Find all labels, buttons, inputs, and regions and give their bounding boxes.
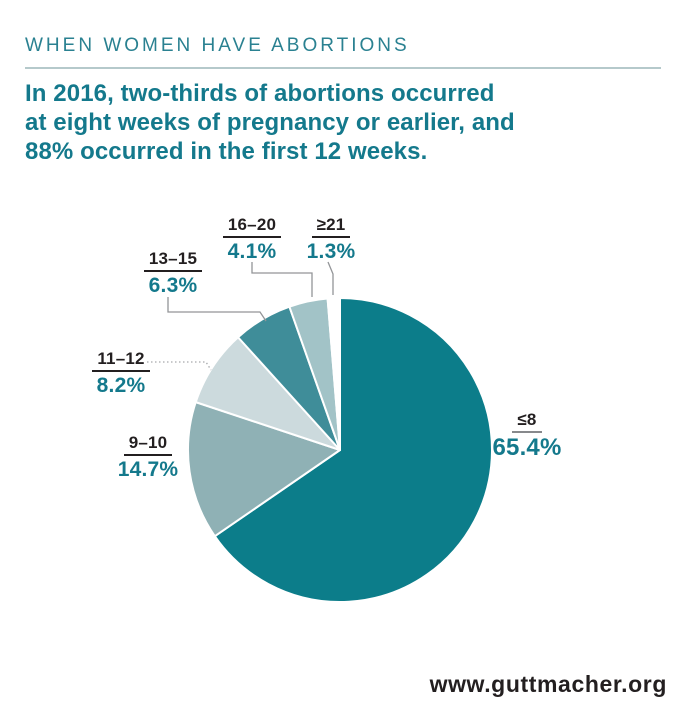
slice-callout-geq21: ≥21 1.3% xyxy=(276,216,386,262)
slice-percent-label: 65.4% xyxy=(492,434,562,461)
slice-category-label: ≤8 xyxy=(512,411,542,433)
slice-category-label: 11–12 xyxy=(92,350,150,372)
footer-website: www.guttmacher.org xyxy=(429,671,667,697)
slice-percent-label: 8.2% xyxy=(96,374,146,397)
slice-percent-label: 6.3% xyxy=(148,274,198,297)
pie-chart-svg xyxy=(147,261,493,603)
slice-callout-leq8: ≤8 65.4% xyxy=(472,411,582,460)
eyebrow-title: WHEN WOMEN HAVE ABORTIONS xyxy=(25,35,410,56)
leader-line-13-15 xyxy=(167,297,267,322)
slice-category-label: 13–15 xyxy=(143,250,203,272)
slice-category-label: ≥21 xyxy=(311,216,351,238)
leader-line-geq21 xyxy=(327,261,334,295)
leader-line-16-20 xyxy=(251,262,313,297)
slice-callout-9-10: 9–10 14.7% xyxy=(93,434,203,480)
header-divider xyxy=(25,67,661,69)
leader-line-11-12 xyxy=(147,361,212,371)
slice-callout-16-20: 16–20 4.1% xyxy=(197,216,307,262)
slice-category-label: 16–20 xyxy=(222,216,282,238)
pie-slice-0 xyxy=(213,297,493,603)
pie-slice-1 xyxy=(187,401,341,538)
pie-slices-group xyxy=(187,297,493,603)
slice-category-label: 9–10 xyxy=(123,434,173,456)
headline-line-2: at eight weeks of pregnancy or earlier, … xyxy=(25,109,515,136)
leader-lines-group xyxy=(147,261,334,371)
headline-line-3: 88% occurred in the first 12 weeks. xyxy=(25,138,428,165)
headline-line-1: In 2016, two-thirds of abortions occurre… xyxy=(25,80,495,107)
slice-callout-11-12: 11–12 8.2% xyxy=(66,350,176,396)
slice-percent-label: 14.7% xyxy=(117,458,179,481)
slice-percent-label: 4.1% xyxy=(227,240,277,263)
pie-slice-5 xyxy=(326,297,341,451)
slice-callout-13-15: 13–15 6.3% xyxy=(118,250,228,296)
chart-headline: In 2016, two-thirds of abortions occurre… xyxy=(25,79,515,166)
slice-percent-label: 1.3% xyxy=(306,240,356,263)
pie-chart-area: 16–20 4.1% ≥21 1.3% 13–15 6.3% 11–12 8.2… xyxy=(0,200,688,670)
